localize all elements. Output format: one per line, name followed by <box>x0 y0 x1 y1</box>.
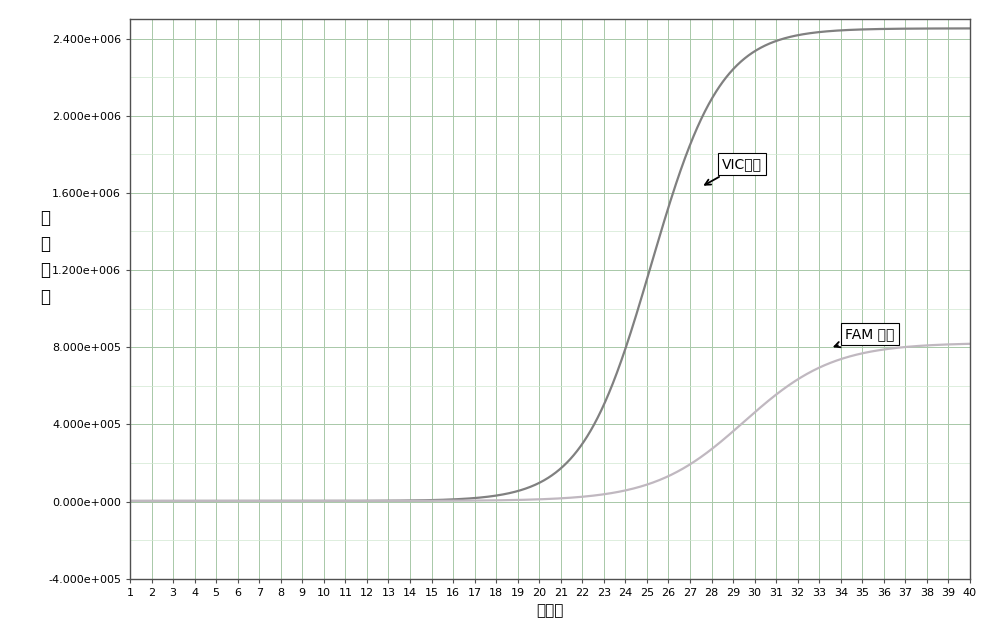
Text: 荧
光
强
度: 荧 光 强 度 <box>40 208 50 306</box>
X-axis label: 循环数: 循环数 <box>536 603 564 619</box>
Text: FAM 通道: FAM 通道 <box>835 327 894 347</box>
Text: VIC通道: VIC通道 <box>705 157 762 185</box>
